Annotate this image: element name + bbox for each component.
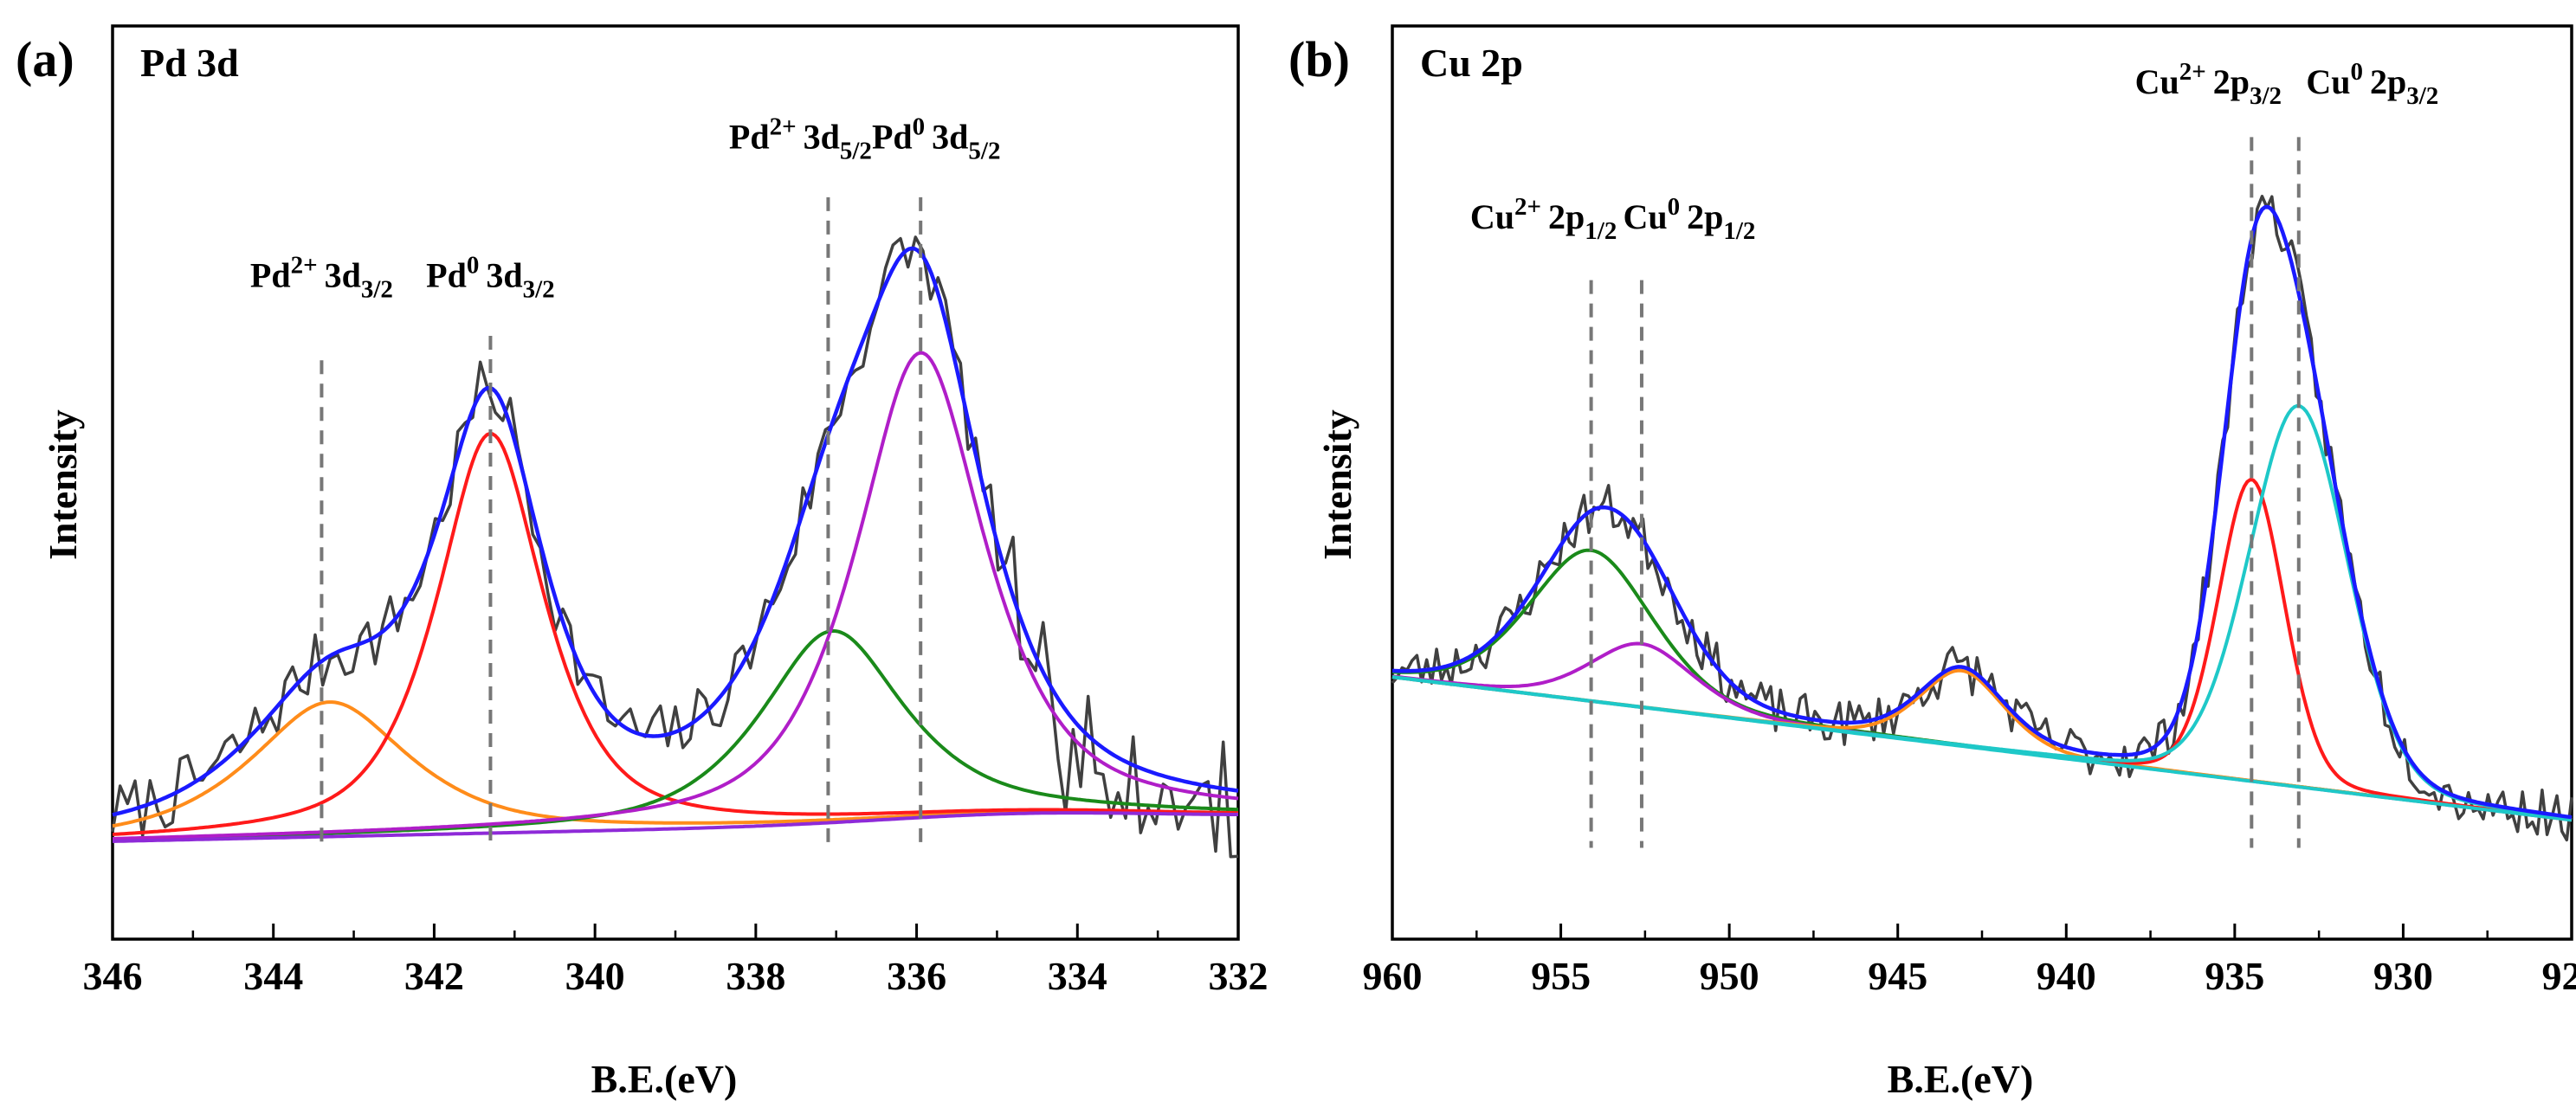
peak-label-subscript: 5/2 — [968, 137, 1000, 164]
peak-label-element: Cu — [2135, 62, 2179, 101]
panel-b-title: Cu 2p — [1420, 41, 1523, 85]
peak-label-element: Cu — [1623, 197, 1667, 236]
panel-a-label: (a) — [16, 31, 74, 87]
peak-label-orbital: 2p — [1548, 197, 1585, 236]
peak-label-charge: 2+ — [1514, 193, 1541, 221]
panel-a-xtick-label-338: 338 — [726, 954, 785, 998]
peak-label-charge: 0 — [2350, 58, 2363, 86]
panel-a-peak-label-2: Pd2+ 3d5/2 — [729, 113, 872, 164]
panel-b-xtick-label-925: 925 — [2542, 954, 2576, 998]
panel-a-ylabel: Intensity — [41, 409, 85, 560]
peak-label-subscript: 3/2 — [523, 275, 555, 303]
panel-b-xtick-label-950: 950 — [1700, 954, 1759, 998]
peak-label-element: Pd — [872, 117, 913, 156]
panel-b-xtick-label-930: 930 — [2373, 954, 2433, 998]
panel-b-xtick-label-940: 940 — [2037, 954, 2096, 998]
peak-label-subscript: 1/2 — [1585, 217, 1617, 245]
peak-label-charge: 0 — [467, 251, 480, 279]
panel-a-series-fitted-envelope — [112, 246, 1239, 817]
panel-b-xlabel: B.E.(eV) — [1888, 1057, 2034, 1101]
peak-label-subscript: 3/2 — [2406, 82, 2438, 110]
panel-a-xtick-label-336: 336 — [887, 954, 946, 998]
peak-label-element: Cu — [1470, 197, 1514, 236]
panel-a-series-background — [112, 811, 1238, 843]
panel-a-xtick-label-344: 344 — [243, 954, 303, 998]
panel-b-cu-2p: (b) Intensity B.E.(eV) Cu 2p 960 955 950 94… — [1288, 24, 2576, 1101]
peak-label-orbital: 3d — [486, 255, 522, 294]
peak-label-element: Pd — [426, 255, 467, 294]
panel-a-xtick-label-334: 334 — [1048, 954, 1107, 998]
peak-label-element: Pd — [250, 255, 291, 294]
panel-b-plot-frame — [1391, 24, 2573, 941]
peak-label-orbital: 3d — [325, 255, 361, 294]
panel-b-xtick-label-935: 935 — [2205, 954, 2264, 998]
peak-label-charge: 2+ — [291, 251, 318, 279]
panel-b-series-cu2-2p1-2-component — [1391, 548, 2573, 822]
panel-a-series-raw-data — [111, 235, 1239, 859]
peak-label-orbital: 3d — [932, 117, 968, 156]
peak-label-subscript: 1/2 — [1723, 217, 1755, 245]
panel-a-pd-3d: (a) Intensity B.E.(eV) Pd 3d 346 344 342 34… — [16, 24, 1269, 1101]
peak-label-subscript: 3/2 — [2250, 82, 2282, 110]
peak-label-charge: 0 — [913, 113, 926, 140]
panel-b-peak-label-3: Cu0 2p3/2 — [2306, 58, 2438, 110]
peak-label-orbital: 3d — [804, 117, 840, 156]
panel-b-peak-label-2: Cu2+ 2p3/2 — [2135, 58, 2282, 110]
panel-b-ylabel: Intensity — [1315, 409, 1359, 560]
panel-a-xtick-label-346: 346 — [83, 954, 143, 998]
panel-a-series-pd0-3d5-2-component — [112, 351, 1239, 840]
panel-b-peak-label-0: Cu2+ 2p1/2 — [1470, 193, 1617, 245]
panel-b-peak-label-1: Cu0 2p1/2 — [1623, 193, 1755, 245]
peak-label-orbital: 2p — [1687, 197, 1723, 236]
peak-label-element: Pd — [729, 117, 770, 156]
panel-a-peak-label-0: Pd2+ 3d3/2 — [250, 251, 393, 303]
panel-b-series-background — [1391, 675, 2573, 822]
panel-a-peak-label-1: Pd0 3d3/2 — [426, 251, 555, 303]
panel-b-xtick-label-945: 945 — [1868, 954, 1927, 998]
peak-label-orbital: 2p — [2213, 62, 2250, 101]
panel-b-series-cu0-2p3-2-component — [1391, 403, 2573, 821]
peak-label-element: Cu — [2306, 62, 2350, 101]
panel-a-xtick-label-340: 340 — [565, 954, 625, 998]
panel-a-xlabel: B.E.(eV) — [591, 1057, 738, 1101]
peak-label-charge: 0 — [1668, 193, 1681, 221]
panel-b-xtick-label-955: 955 — [1531, 954, 1591, 998]
peak-label-charge: 2+ — [2179, 58, 2206, 86]
peak-label-charge: 2+ — [770, 113, 797, 140]
panel-b-series-fitted-envelope — [1391, 204, 2573, 820]
panel-a-peak-label-3: Pd0 3d5/2 — [872, 113, 1001, 164]
panel-a-xtick-label-332: 332 — [1209, 954, 1269, 998]
panel-a-title: Pd 3d — [140, 41, 239, 85]
panel-b-xtick-label-960: 960 — [1363, 954, 1423, 998]
panel-b-label: (b) — [1288, 31, 1350, 87]
peak-label-subscript: 3/2 — [361, 275, 393, 303]
peak-label-orbital: 2p — [2370, 62, 2406, 101]
peak-label-subscript: 5/2 — [840, 137, 872, 164]
panel-b-series-raw-data — [1391, 195, 2573, 842]
panel-a-xtick-label-342: 342 — [404, 954, 464, 998]
